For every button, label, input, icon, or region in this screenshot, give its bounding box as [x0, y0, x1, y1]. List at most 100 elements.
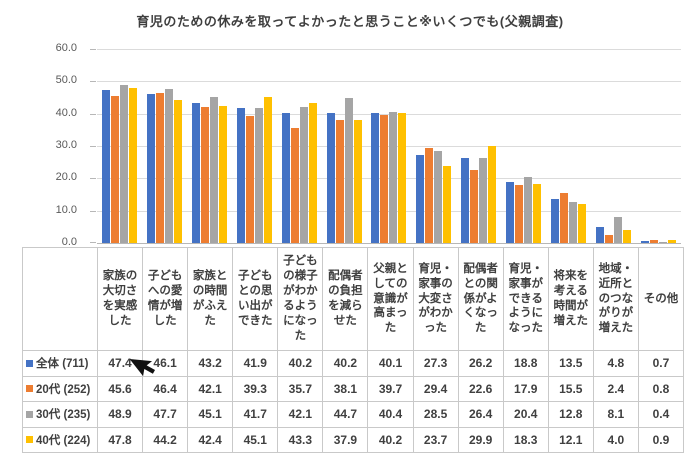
value-cell: 45.6 — [98, 376, 144, 402]
y-axis-label: 30.0 — [55, 139, 77, 151]
bar — [506, 182, 515, 243]
gridline — [97, 49, 681, 50]
bar — [281, 113, 290, 243]
legend-cell: 全体 (711) — [23, 351, 98, 377]
value-cell: 0.9 — [638, 427, 684, 453]
mouse-cursor-icon — [129, 358, 156, 377]
value-cell: 46.1 — [143, 351, 189, 377]
value-cell: 4.0 — [593, 427, 639, 453]
value-cell: 37.9 — [323, 427, 369, 453]
bar — [416, 154, 425, 243]
y-axis-label: 20.0 — [55, 171, 77, 183]
bar — [101, 89, 110, 243]
bar — [110, 95, 119, 243]
value-cell: 35.7 — [278, 376, 324, 402]
value-cell: 17.9 — [503, 376, 549, 402]
category-header-cell: 育児・家事の大変さがわかった — [413, 248, 459, 351]
value-cell: 42.1 — [278, 402, 324, 428]
value-cell: 18.3 — [503, 427, 549, 453]
bar-group — [411, 49, 456, 243]
bar — [533, 183, 542, 243]
y-axis-tick — [90, 81, 96, 82]
bar — [245, 115, 254, 243]
category-header-cell: 子どもとの思い出ができた — [233, 248, 279, 351]
bar — [218, 105, 227, 243]
value-cell: 12.8 — [548, 402, 594, 428]
legend-cell: 40代 (224) — [23, 427, 98, 453]
bar — [353, 120, 362, 243]
value-cell: 28.5 — [413, 402, 459, 428]
bar — [335, 119, 344, 243]
value-cell: 40.1 — [368, 351, 414, 377]
bar — [209, 97, 218, 243]
value-cell: 40.2 — [278, 351, 324, 377]
bar — [155, 92, 164, 243]
bar — [425, 147, 434, 243]
bar — [479, 157, 488, 243]
y-axis-tick — [90, 114, 96, 115]
value-cell: 46.4 — [143, 376, 189, 402]
value-cell: 39.3 — [233, 376, 279, 402]
bar — [200, 106, 209, 243]
value-cell: 39.7 — [368, 376, 414, 402]
value-cell: 42.1 — [188, 376, 234, 402]
value-cell: 13.5 — [548, 351, 594, 377]
gridline — [97, 211, 681, 212]
legend-swatch — [26, 385, 33, 393]
bar — [443, 166, 452, 243]
value-cell: 45.1 — [233, 427, 279, 453]
bar — [398, 113, 407, 243]
bar — [578, 203, 587, 243]
chart-title: 育児のための休みを取ってよかったと思うこと※いくつでも(父親調査) — [136, 14, 564, 29]
legend-label: 40代 (224) — [36, 434, 91, 447]
category-header-cell: 将来を考える時間が増えた — [548, 248, 594, 351]
bar-group — [187, 49, 232, 243]
gridline — [97, 178, 681, 179]
legend-swatch — [26, 436, 33, 444]
legend-swatch — [26, 410, 33, 418]
category-header-cell: 配偶者との関係がよくなった — [458, 248, 504, 351]
value-cell: 20.4 — [503, 402, 549, 428]
bar — [326, 113, 335, 243]
category-header-cell: その他 — [638, 248, 684, 351]
bar — [146, 93, 155, 243]
value-cell: 45.1 — [188, 402, 234, 428]
bar — [173, 100, 182, 243]
value-cell: 23.7 — [413, 427, 459, 453]
legend-label: 全体 (711) — [36, 358, 89, 371]
category-header-cell: 育児・家事ができるようになった — [503, 248, 549, 351]
legend-cell: 30代 (235) — [23, 402, 98, 428]
value-cell: 0.7 — [638, 351, 684, 377]
bar — [344, 98, 353, 243]
value-cell: 43.2 — [188, 351, 234, 377]
y-axis-tick — [90, 211, 96, 212]
gridline — [97, 114, 681, 115]
bar-group — [277, 49, 322, 243]
category-header-cell: 子どもへの愛情が増した — [143, 248, 189, 351]
bar — [551, 199, 560, 243]
gridline — [97, 81, 681, 82]
bar — [380, 114, 389, 243]
bar — [524, 177, 533, 243]
value-cell: 12.1 — [548, 427, 594, 453]
bar-group — [232, 49, 277, 243]
value-cell: 44.7 — [323, 402, 369, 428]
value-cell: 43.3 — [278, 427, 324, 453]
bar — [623, 230, 632, 243]
bar — [308, 103, 317, 243]
y-axis-label: 50.0 — [55, 74, 77, 86]
value-cell: 41.7 — [233, 402, 279, 428]
y-axis-label: 10.0 — [55, 204, 77, 216]
bar — [254, 108, 263, 243]
legend-cell: 20代 (252) — [23, 376, 98, 402]
value-cell: 26.2 — [458, 351, 504, 377]
y-axis-label: 60.0 — [55, 42, 77, 54]
value-cell: 27.3 — [413, 351, 459, 377]
bar-group — [591, 49, 636, 243]
legend-label: 30代 (235) — [36, 409, 91, 422]
bar — [668, 240, 677, 243]
value-cell: 47.7 — [143, 402, 189, 428]
bar — [389, 112, 398, 243]
gridline — [97, 146, 681, 147]
category-header-cell: 配偶者の負担を減らせた — [323, 248, 369, 351]
